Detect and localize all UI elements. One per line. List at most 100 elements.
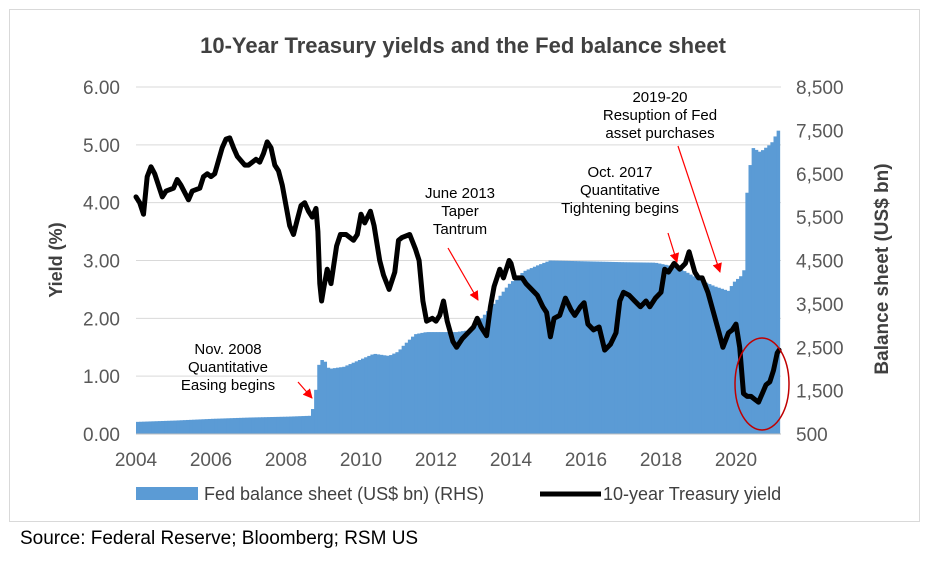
balance-bar [236, 417, 240, 434]
balance-bar [451, 332, 456, 434]
balance-bar [379, 354, 384, 434]
balance-bar [479, 318, 484, 434]
balance-bar [289, 416, 293, 434]
y-right-label: Balance sheet (US$ bn) [872, 163, 893, 374]
balance-bar [464, 330, 468, 434]
balance-bar [173, 420, 178, 434]
balance-bar [323, 361, 328, 434]
balance-bar [698, 280, 703, 434]
balance-bar [711, 285, 715, 434]
balance-bar [542, 262, 546, 434]
balance-bar [276, 416, 281, 434]
balance-bar [767, 145, 771, 434]
balance-bar [145, 421, 149, 434]
annotation-text: Easing begins [181, 377, 275, 394]
balance-bar [667, 265, 671, 434]
bar-series [136, 130, 781, 435]
left-tick-label: 5.00 [83, 136, 120, 157]
balance-bar [736, 278, 740, 434]
balance-bar [645, 262, 649, 434]
balance-bar [620, 262, 624, 434]
balance-bar [654, 262, 659, 434]
right-tick-label: 4,500 [796, 252, 844, 273]
balance-bar [311, 409, 315, 434]
balance-bar [511, 281, 515, 434]
balance-bar [517, 275, 521, 434]
balance-bar [417, 333, 421, 434]
balance-bar [461, 331, 465, 434]
balance-bar [748, 165, 753, 434]
balance-bar [164, 420, 168, 434]
balance-bar [367, 355, 371, 434]
balance-bar [192, 419, 196, 434]
balance-bar [676, 268, 681, 434]
balance-bar [420, 332, 424, 434]
balance-bar [186, 419, 190, 434]
balance-bar [661, 264, 665, 434]
balance-bar [392, 353, 396, 434]
balance-bar [254, 417, 259, 434]
balance-bar [176, 420, 181, 434]
balance-bar [348, 364, 353, 434]
balance-bar [670, 266, 674, 434]
balance-bar [589, 261, 593, 434]
balance-bar [729, 286, 734, 434]
balance-bar [373, 353, 378, 434]
balance-bar [201, 419, 206, 434]
balance-bar [439, 332, 443, 434]
x-tick-label: 2004 [115, 450, 158, 471]
balance-bar [595, 261, 599, 434]
balance-bar [764, 147, 768, 434]
balance-bar [273, 416, 278, 434]
balance-bar [170, 420, 174, 434]
balance-bar [376, 354, 381, 434]
annotation-arrow [677, 145, 722, 273]
annotation-text: Tantrum [433, 221, 487, 238]
balance-bar [679, 269, 684, 434]
balance-bar [632, 262, 637, 434]
balance-bar [495, 299, 499, 434]
balance-bar [292, 416, 296, 434]
balance-bar [229, 418, 234, 434]
balance-bar [704, 282, 709, 434]
balance-bar [692, 276, 696, 434]
balance-bar [489, 307, 493, 434]
balance-bar [157, 421, 162, 434]
balance-bar [423, 332, 428, 434]
balance-bar [345, 365, 349, 434]
balance-bar [361, 358, 365, 434]
balance-bar [520, 272, 524, 434]
balance-bar [507, 283, 512, 434]
balance-bar [329, 368, 334, 434]
balance-bar [545, 261, 549, 434]
balance-bar [761, 150, 765, 435]
balance-bar [426, 332, 431, 434]
balance-bar [301, 416, 306, 434]
right-tick-label: 8,500 [796, 78, 844, 99]
annotation-arrow [447, 247, 479, 301]
balance-bar [261, 417, 265, 434]
y-left-label: Yield (%) [46, 222, 66, 297]
balance-bar [257, 417, 262, 434]
balance-bar [298, 416, 303, 434]
balance-bar [386, 355, 390, 434]
x-tick-label: 2018 [640, 450, 682, 471]
annotation-text: Oct. 2017 [587, 164, 652, 181]
balance-bar [404, 342, 409, 434]
balance-bar [217, 418, 221, 434]
balance-bar [342, 366, 346, 434]
legend-bar-label: Fed balance sheet (US$ bn) (RHS) [204, 484, 484, 504]
left-tick-label: 1.00 [83, 367, 120, 388]
balance-bar [286, 416, 290, 434]
balance-bar [214, 418, 218, 434]
balance-bar [279, 416, 284, 434]
right-tick-label: 2,500 [796, 338, 844, 359]
balance-bar [154, 421, 159, 434]
balance-bar [136, 421, 140, 434]
balance-bar [151, 421, 156, 434]
balance-bar [148, 421, 153, 434]
balance-bar [532, 266, 537, 434]
balance-bar [473, 325, 478, 434]
